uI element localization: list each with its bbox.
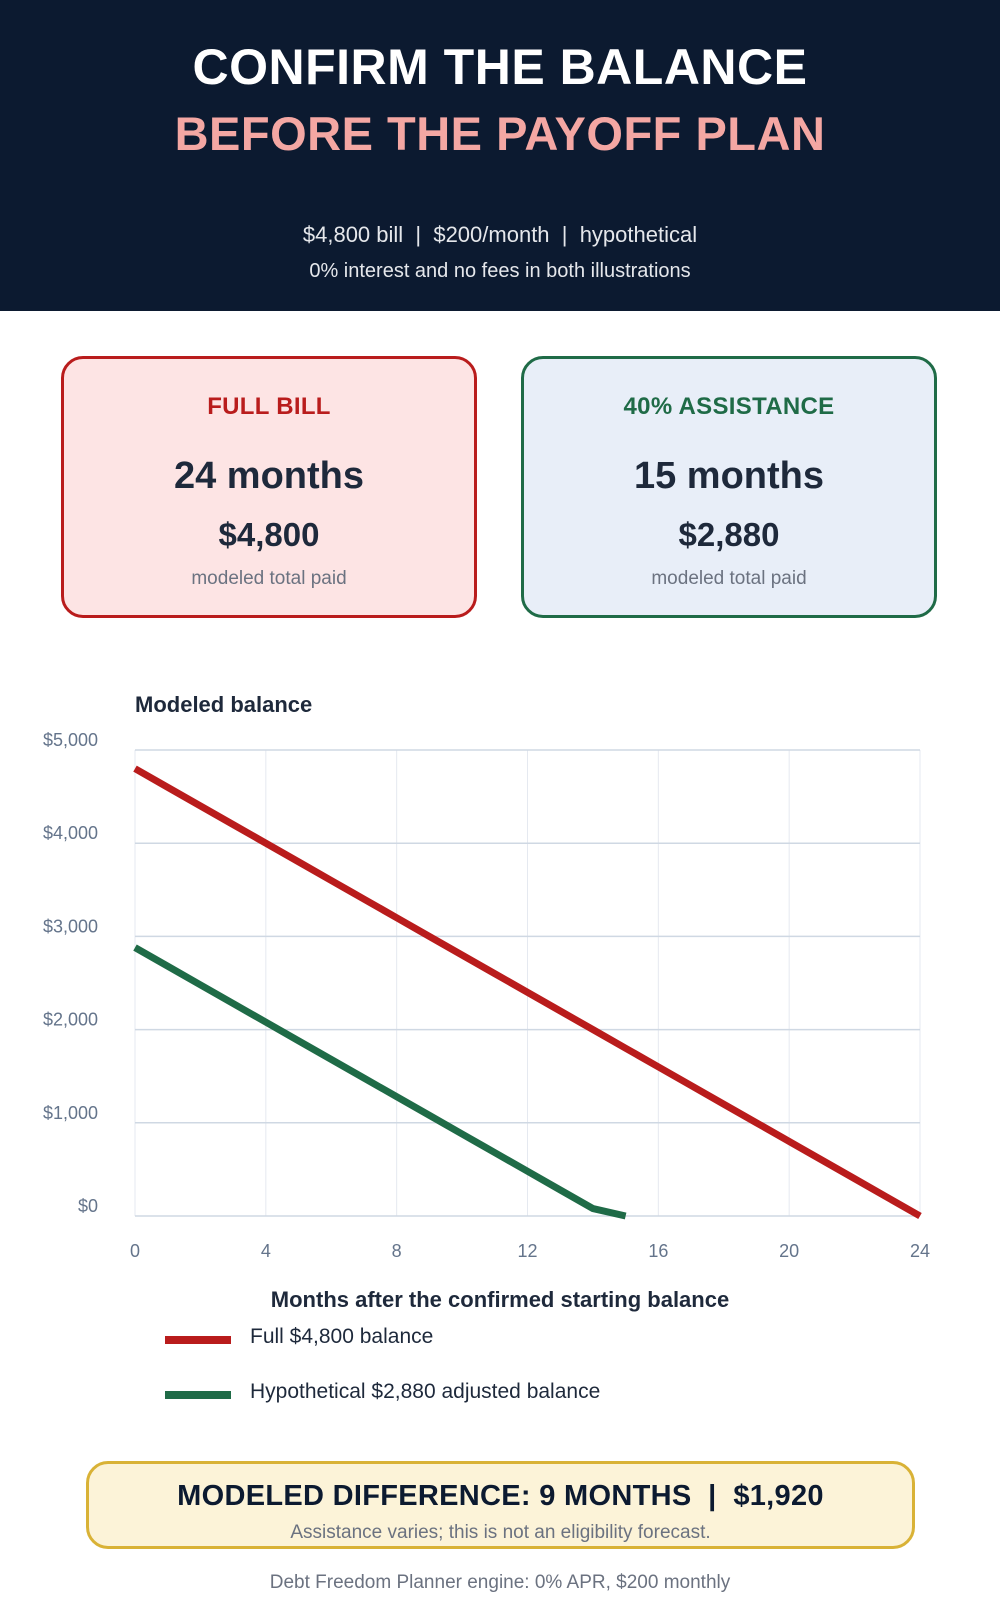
subtitle-line-2: 0% interest and no fees in both illustra…	[309, 260, 691, 282]
full-bill-card: FULL BILL 24 months $4,800 modeled total…	[61, 356, 477, 618]
x-tick-label: 20	[779, 1241, 799, 1261]
y-tick-label: $3,000	[43, 916, 98, 936]
title-line-2: BEFORE THE PAYOFF PLAN	[174, 107, 826, 160]
difference-headline: MODELED DIFFERENCE: 9 MONTHS | $1,920	[177, 1480, 824, 1512]
header-banner: CONFIRM THE BALANCE BEFORE THE PAYOFF PL…	[0, 0, 1000, 311]
x-tick-label: 24	[910, 1241, 930, 1261]
full-bill-note: modeled total paid	[191, 568, 347, 589]
full-bill-amount: $4,800	[218, 516, 320, 553]
y-tick-label: $2,000	[43, 1010, 98, 1030]
legend-swatch-adjusted	[165, 1391, 231, 1399]
x-tick-label: 4	[261, 1241, 271, 1261]
difference-note: Assistance varies; this is not an eligib…	[290, 1522, 711, 1543]
x-tick-label: 12	[517, 1241, 537, 1261]
assistance-card: 40% ASSISTANCE 15 months $2,880 modeled …	[521, 356, 937, 618]
x-tick-label: 0	[130, 1241, 140, 1261]
assistance-note: modeled total paid	[651, 568, 807, 589]
assistance-months: 15 months	[633, 455, 825, 497]
legend-swatch-full	[165, 1336, 231, 1344]
legend-label-adjusted: Hypothetical $2,880 adjusted balance	[250, 1380, 601, 1403]
difference-callout: MODELED DIFFERENCE: 9 MONTHS | $1,920 As…	[86, 1461, 915, 1549]
series-line-full-balance	[133, 765, 922, 1220]
x-tick-label: 16	[648, 1241, 668, 1261]
assistance-label: 40% ASSISTANCE	[623, 393, 835, 420]
subtitle-line-1: $4,800 bill | $200/month | hypothetical	[302, 222, 698, 247]
y-tick-label: $5,000	[43, 730, 98, 750]
full-bill-months: 24 months	[173, 455, 365, 497]
y-tick-label: $4,000	[43, 823, 98, 843]
chart-title: Modeled balance	[135, 692, 313, 717]
x-axis-label: Months after the confirmed starting bala…	[270, 1287, 730, 1312]
series-line-adjusted-balance	[133, 944, 627, 1220]
y-tick-label: $1,000	[43, 1103, 98, 1123]
x-tick-label: 8	[392, 1241, 402, 1261]
y-tick-label: $0	[78, 1196, 98, 1216]
balance-line-chart: $0 $1,000 $2,000 $3,000 $4,000 $5,000 0 4 8 12 16 2…	[43, 730, 930, 1261]
full-bill-label: FULL BILL	[207, 393, 331, 420]
legend-label-full: Full $4,800 balance	[250, 1325, 434, 1348]
assistance-amount: $2,880	[678, 516, 780, 553]
title-line-1: CONFIRM THE BALANCE	[192, 39, 808, 95]
footer-note: Debt Freedom Planner engine: 0% APR, $20…	[269, 1572, 731, 1593]
